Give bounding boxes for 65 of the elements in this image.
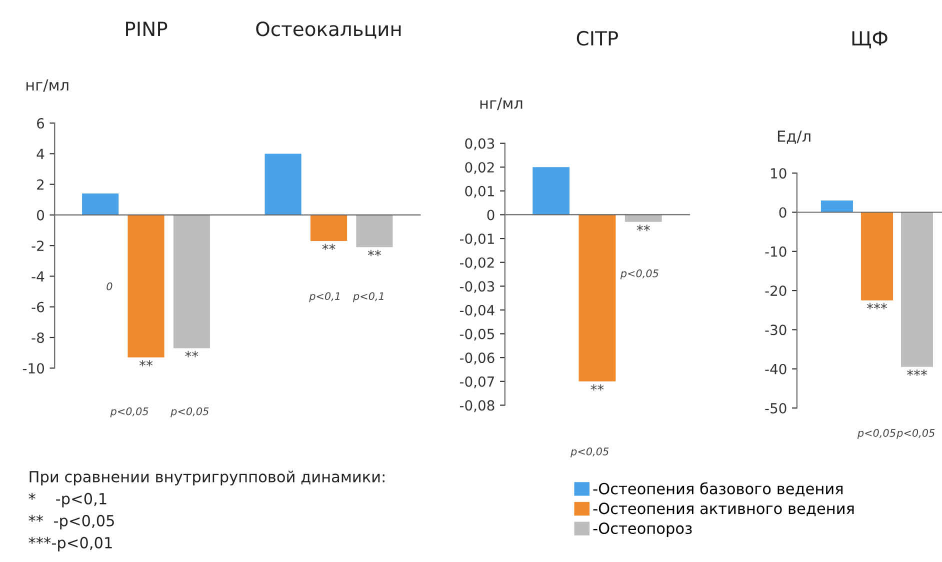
legend-label: -Остеопения активного ведения — [593, 502, 854, 516]
legend-label: -Остеопения базового ведения — [593, 482, 843, 496]
y-tick-label: -0,02 — [460, 257, 494, 270]
y-tick-label: -8 — [32, 332, 44, 343]
y-tick-label: -10 — [22, 363, 44, 374]
text: p<0,05 — [110, 407, 148, 418]
y-tick-label: -0,04 — [460, 304, 494, 317]
data-label: ** — [636, 224, 650, 232]
y-tick-label: 0 — [779, 207, 786, 218]
text: * -p<0,1 — [28, 492, 106, 508]
y-tick-label: -40 — [765, 364, 786, 374]
y-axis-title: нг/мл — [26, 79, 68, 92]
y-tick-label: 0,01 — [465, 186, 494, 198]
y-tick-label: -0,03 — [460, 281, 494, 294]
bar — [128, 214, 164, 358]
bar — [356, 214, 393, 248]
y-tick-label: -0,05 — [460, 328, 494, 341]
y-tick-label: -0,06 — [460, 352, 494, 364]
text: p<0,05 — [170, 407, 209, 418]
y-tick-label: -0,07 — [460, 376, 494, 388]
bar — [82, 194, 119, 215]
y-tick-label: -50 — [765, 402, 786, 414]
y-tick-label: -0,01 — [460, 234, 494, 246]
bar — [173, 214, 210, 348]
text: p<0,05 — [570, 447, 609, 458]
text: ***-p<0,01 — [28, 536, 112, 552]
bar — [264, 154, 302, 215]
y-tick-label: 0 — [487, 210, 494, 220]
legend-label: -Остеопороз — [593, 522, 692, 538]
y-tick-label: -6 — [32, 302, 44, 312]
annotation: p<0,05 — [620, 269, 658, 280]
y-axis-title: Ед/л — [778, 130, 810, 144]
y-tick-label: -10 — [765, 246, 786, 257]
data-label: ** — [368, 250, 381, 256]
text: ** -p<0,05 — [28, 514, 114, 530]
y-tick-label: -20 — [765, 286, 786, 296]
chart-title: ЩФ — [852, 31, 888, 48]
y-tick-label: -30 — [765, 324, 786, 336]
y-axis-title: нг/мл — [480, 98, 522, 110]
x-tick-label: PINP — [126, 22, 168, 36]
annotation: p<0,1 — [309, 292, 340, 302]
y-tick-label: 0,03 — [465, 138, 494, 150]
y-tick-label: 10 — [771, 168, 786, 179]
data-label: ** — [139, 360, 153, 366]
y-tick-label: -0,08 — [460, 400, 494, 412]
y-tick-label: 6 — [37, 118, 44, 129]
bar — [310, 214, 348, 241]
text: При сравнении внутригрупповой динамики: — [30, 470, 384, 486]
text: p<0,05 — [857, 428, 896, 439]
x-tick-label: Остеокальцин — [256, 22, 401, 39]
y-tick-label: 4 — [36, 148, 44, 159]
data-label: *** — [907, 369, 928, 376]
y-tick-label: 0,02 — [465, 162, 494, 174]
y-tick-label: -4 — [32, 271, 44, 282]
y-tick-label: 0 — [36, 210, 44, 220]
annotation: p<0,1 — [352, 292, 384, 302]
data-label: ** — [185, 350, 198, 358]
y-tick-label: 2 — [37, 179, 44, 190]
y-tick-label: -2 — [32, 240, 44, 251]
annotation: 0 — [106, 282, 112, 290]
data-label: ** — [322, 244, 336, 250]
data-label: *** — [866, 302, 887, 310]
chart-title: CITP — [576, 30, 618, 46]
data-label: ** — [590, 384, 604, 391]
text: p<0,05 — [896, 428, 935, 439]
